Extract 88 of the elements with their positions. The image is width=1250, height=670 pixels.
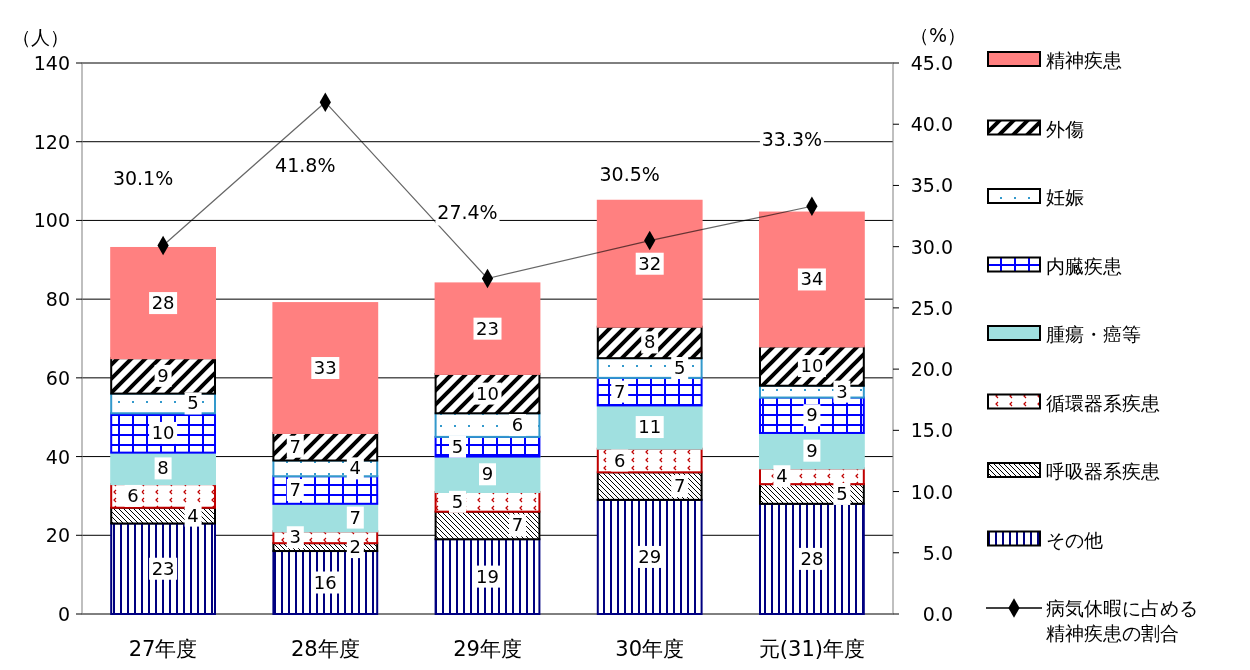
y-tick-label: 40 [45, 445, 70, 468]
data-label: 16 [313, 571, 337, 593]
y-tick-label: 60 [45, 366, 70, 389]
legend-label: 精神疾患 [1046, 49, 1122, 71]
data-label: 5 [451, 490, 464, 512]
y-tick-label: 120 [33, 130, 70, 153]
data-label: 5 [451, 435, 464, 457]
bar [759, 502, 865, 615]
legend-label: 病気休暇に占める精神疾患の割合 [1046, 597, 1198, 644]
data-label: 7 [511, 514, 524, 536]
data-label: 10 [151, 421, 175, 443]
legend-label: その他 [1046, 528, 1103, 551]
data-label: 7 [289, 435, 302, 457]
data-label: 10 [800, 355, 824, 377]
bar [434, 282, 541, 375]
data-label: 6 [127, 484, 139, 506]
data-label: 23 [151, 557, 175, 579]
y-tick-label: 20 [45, 524, 70, 547]
y-tick-label: 80 [45, 288, 70, 311]
y2-tick-label: 20.0 [910, 358, 953, 381]
data-label: 2 [349, 536, 362, 558]
x-tick-label: 28年度 [290, 637, 360, 661]
x-tick-label: 30年度 [615, 637, 685, 661]
data-label: 9 [806, 439, 818, 461]
data-label: 5 [673, 357, 686, 379]
y-tick-label: 100 [33, 209, 70, 232]
data-label: 33 [313, 357, 337, 379]
y-tick-label: 140 [33, 52, 70, 74]
data-label: 5 [836, 482, 848, 504]
data-label: 7 [613, 380, 626, 402]
bar [110, 522, 216, 615]
bar [759, 211, 865, 348]
y2-axis-title: （%） [909, 24, 967, 46]
y-tick-label: 0 [57, 603, 70, 625]
data-label: 3 [289, 526, 302, 548]
data-label: 30.5% [599, 162, 660, 185]
y2-tick-label: 15.0 [910, 419, 953, 442]
y2-tick-label: 25.0 [910, 296, 953, 319]
data-label: 9 [481, 463, 494, 485]
data-label: 19 [476, 565, 499, 587]
data-label: 9 [157, 364, 169, 386]
data-label: 7 [349, 506, 362, 528]
data-label: 41.8% [275, 154, 336, 177]
bar [596, 199, 703, 328]
data-label: 9 [806, 404, 818, 426]
y2-tick-label: 10.0 [910, 480, 953, 503]
data-label: 4 [776, 465, 788, 487]
data-label: 6 [511, 414, 524, 436]
data-label: 27.4% [437, 200, 498, 223]
legend-label: 妊娠 [1046, 186, 1084, 208]
data-label: 32 [638, 252, 662, 274]
legend-label: 腫瘍・癌等 [1046, 323, 1141, 345]
data-label: 28 [800, 547, 824, 569]
legend-label: 循環器系疾患 [1046, 391, 1160, 414]
x-tick-label: 27年度 [128, 637, 198, 661]
legend-label: 外傷 [1046, 117, 1084, 140]
data-label: 8 [157, 457, 169, 479]
data-label: 29 [638, 545, 662, 567]
bar [434, 538, 541, 615]
legend-label: 呼吸器系疾患 [1046, 460, 1160, 482]
y2-tick-label: 30.0 [910, 235, 953, 258]
y-axis-title: （人） [11, 26, 69, 48]
data-label: 4 [349, 457, 362, 479]
bar [272, 302, 379, 434]
data-label: 6 [613, 449, 626, 471]
data-label: 23 [476, 317, 499, 339]
data-label: 28 [151, 292, 175, 314]
data-label: 11 [638, 416, 662, 438]
bar [596, 498, 703, 615]
y2-tick-label: 35.0 [910, 174, 953, 197]
data-label: 4 [187, 504, 199, 526]
y2-tick-label: 45.0 [910, 52, 953, 74]
legend-label: 内臓疾患 [1046, 254, 1122, 277]
data-label: 10 [476, 382, 499, 404]
data-label: 33.3% [761, 128, 823, 151]
data-label: 7 [673, 475, 686, 497]
y2-tick-label: 0.0 [922, 603, 953, 625]
data-label: 8 [643, 331, 656, 353]
x-tick-label: 29年度 [453, 637, 522, 661]
data-label: 30.1% [112, 167, 174, 190]
data-label: 5 [187, 392, 199, 414]
y2-tick-label: 40.0 [910, 113, 953, 136]
x-tick-label: 元(31)年度 [758, 637, 865, 661]
data-label: 34 [800, 268, 824, 290]
y2-tick-label: 5.0 [922, 541, 953, 564]
bar [110, 246, 216, 360]
data-label: 3 [836, 380, 848, 402]
data-label: 7 [289, 479, 302, 501]
